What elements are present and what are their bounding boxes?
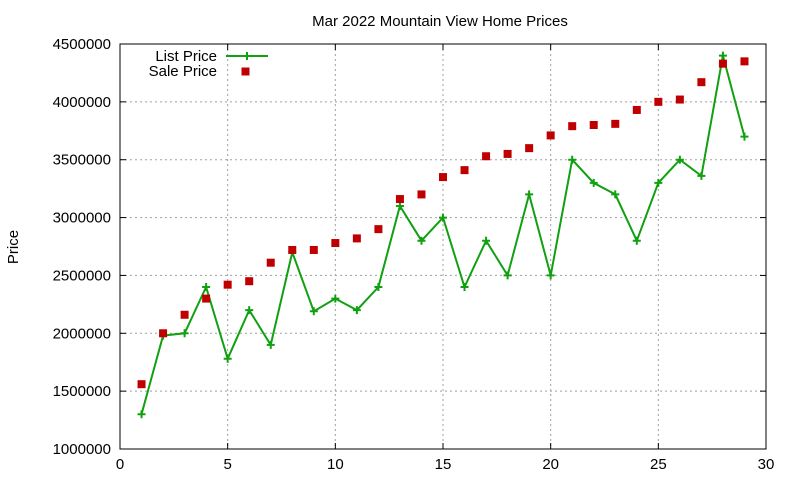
x-tick-label: 25: [650, 456, 667, 473]
y-tick-label: 1000000: [53, 441, 111, 458]
y-tick-label: 2500000: [53, 267, 111, 284]
grid-lines: [120, 44, 766, 449]
sale-price-point: [288, 245, 297, 254]
sale-price-point: [697, 78, 706, 87]
sale-price-point: [460, 166, 469, 175]
x-tick-label: 0: [116, 456, 124, 473]
list-price-point: [568, 155, 577, 164]
sale-price-point: [374, 225, 383, 234]
sale-price-point: [718, 59, 727, 68]
list-price-point: [503, 271, 512, 280]
sale-price-point: [180, 310, 189, 319]
y-tick-label: 1500000: [53, 383, 111, 400]
sale-price-point: [525, 144, 534, 153]
x-tick-label: 15: [435, 456, 452, 473]
list-price-point: [202, 283, 211, 291]
list-price-point: [697, 171, 706, 180]
sale-price-point: [675, 95, 684, 104]
chart-title: Mar 2022 Mountain View Home Prices: [312, 13, 568, 30]
sale-price-point: [266, 258, 275, 267]
x-tick-label: 30: [758, 456, 775, 473]
sale-price-point: [331, 239, 340, 248]
sale-price-point: [439, 173, 447, 182]
list-price-point: [482, 236, 491, 245]
y-tick-label: 3000000: [53, 210, 111, 227]
sale-price-point: [503, 149, 512, 158]
y-axis-label: Price: [5, 230, 22, 264]
list-price-point: [309, 307, 318, 316]
sale-price-point: [568, 122, 577, 131]
list-price-point: [654, 178, 663, 187]
list-price-point: [632, 236, 641, 245]
sale-price-point: [589, 121, 598, 129]
list-price-point: [395, 202, 404, 210]
sale-price-point: [223, 280, 232, 289]
sale-price-point: [546, 131, 555, 140]
list-price-point: [439, 213, 447, 222]
list-price-point: [266, 340, 275, 349]
list-price-point: [417, 236, 426, 245]
list-price-point: [611, 190, 620, 199]
list-price-point: [374, 283, 383, 291]
legend: List Price Sale Price: [149, 48, 268, 80]
x-tick-label: 5: [223, 456, 231, 473]
y-tick-label: 2000000: [53, 325, 111, 342]
list-price-point: [740, 132, 749, 141]
list-price-point: [223, 354, 232, 363]
legend-label-list-price: List Price: [155, 48, 217, 65]
sale-price-point: [740, 57, 749, 66]
y-tick-label: 4000000: [53, 94, 111, 111]
list-price-point: [180, 329, 189, 338]
axis-ticks: 1000000 1500000 2000000 2500000 3000000 35000…: [53, 36, 775, 473]
legend-plus-marker: [243, 52, 251, 60]
sale-price-point: [137, 380, 146, 389]
list-price-point: [137, 410, 146, 419]
sale-price-point: [309, 245, 318, 254]
legend-marker-list-price: [243, 52, 251, 60]
sale-price-point: [395, 195, 404, 204]
series-layer: [137, 51, 749, 419]
sale-price-point: [245, 277, 254, 286]
sale-price-point: [352, 234, 361, 243]
x-tick-label: 10: [327, 456, 344, 473]
y-tick-label: 3500000: [53, 152, 111, 169]
list-price-point: [718, 51, 727, 60]
list-price-point: [525, 190, 534, 199]
sale-price-point: [632, 105, 641, 114]
list-price-point: [675, 155, 684, 164]
list-price-point: [546, 271, 555, 280]
x-tick-label: 20: [542, 456, 559, 473]
sale-price-point: [611, 119, 620, 128]
sale-price-point: [482, 152, 491, 161]
list-price-point: [589, 178, 598, 187]
legend-marker-sale-price: [241, 67, 250, 76]
legend-label-sale-price: Sale Price: [149, 63, 217, 80]
sale-price-point: [417, 190, 426, 199]
sale-price-point: [202, 294, 211, 303]
y-tick-label: 4500000: [53, 36, 111, 53]
sale-price-point: [159, 329, 168, 338]
list-price-point: [352, 306, 361, 315]
sale-price-point: [654, 97, 663, 106]
list-price-point: [245, 306, 254, 315]
list-price-point: [331, 294, 340, 303]
list-price-point: [460, 283, 469, 291]
